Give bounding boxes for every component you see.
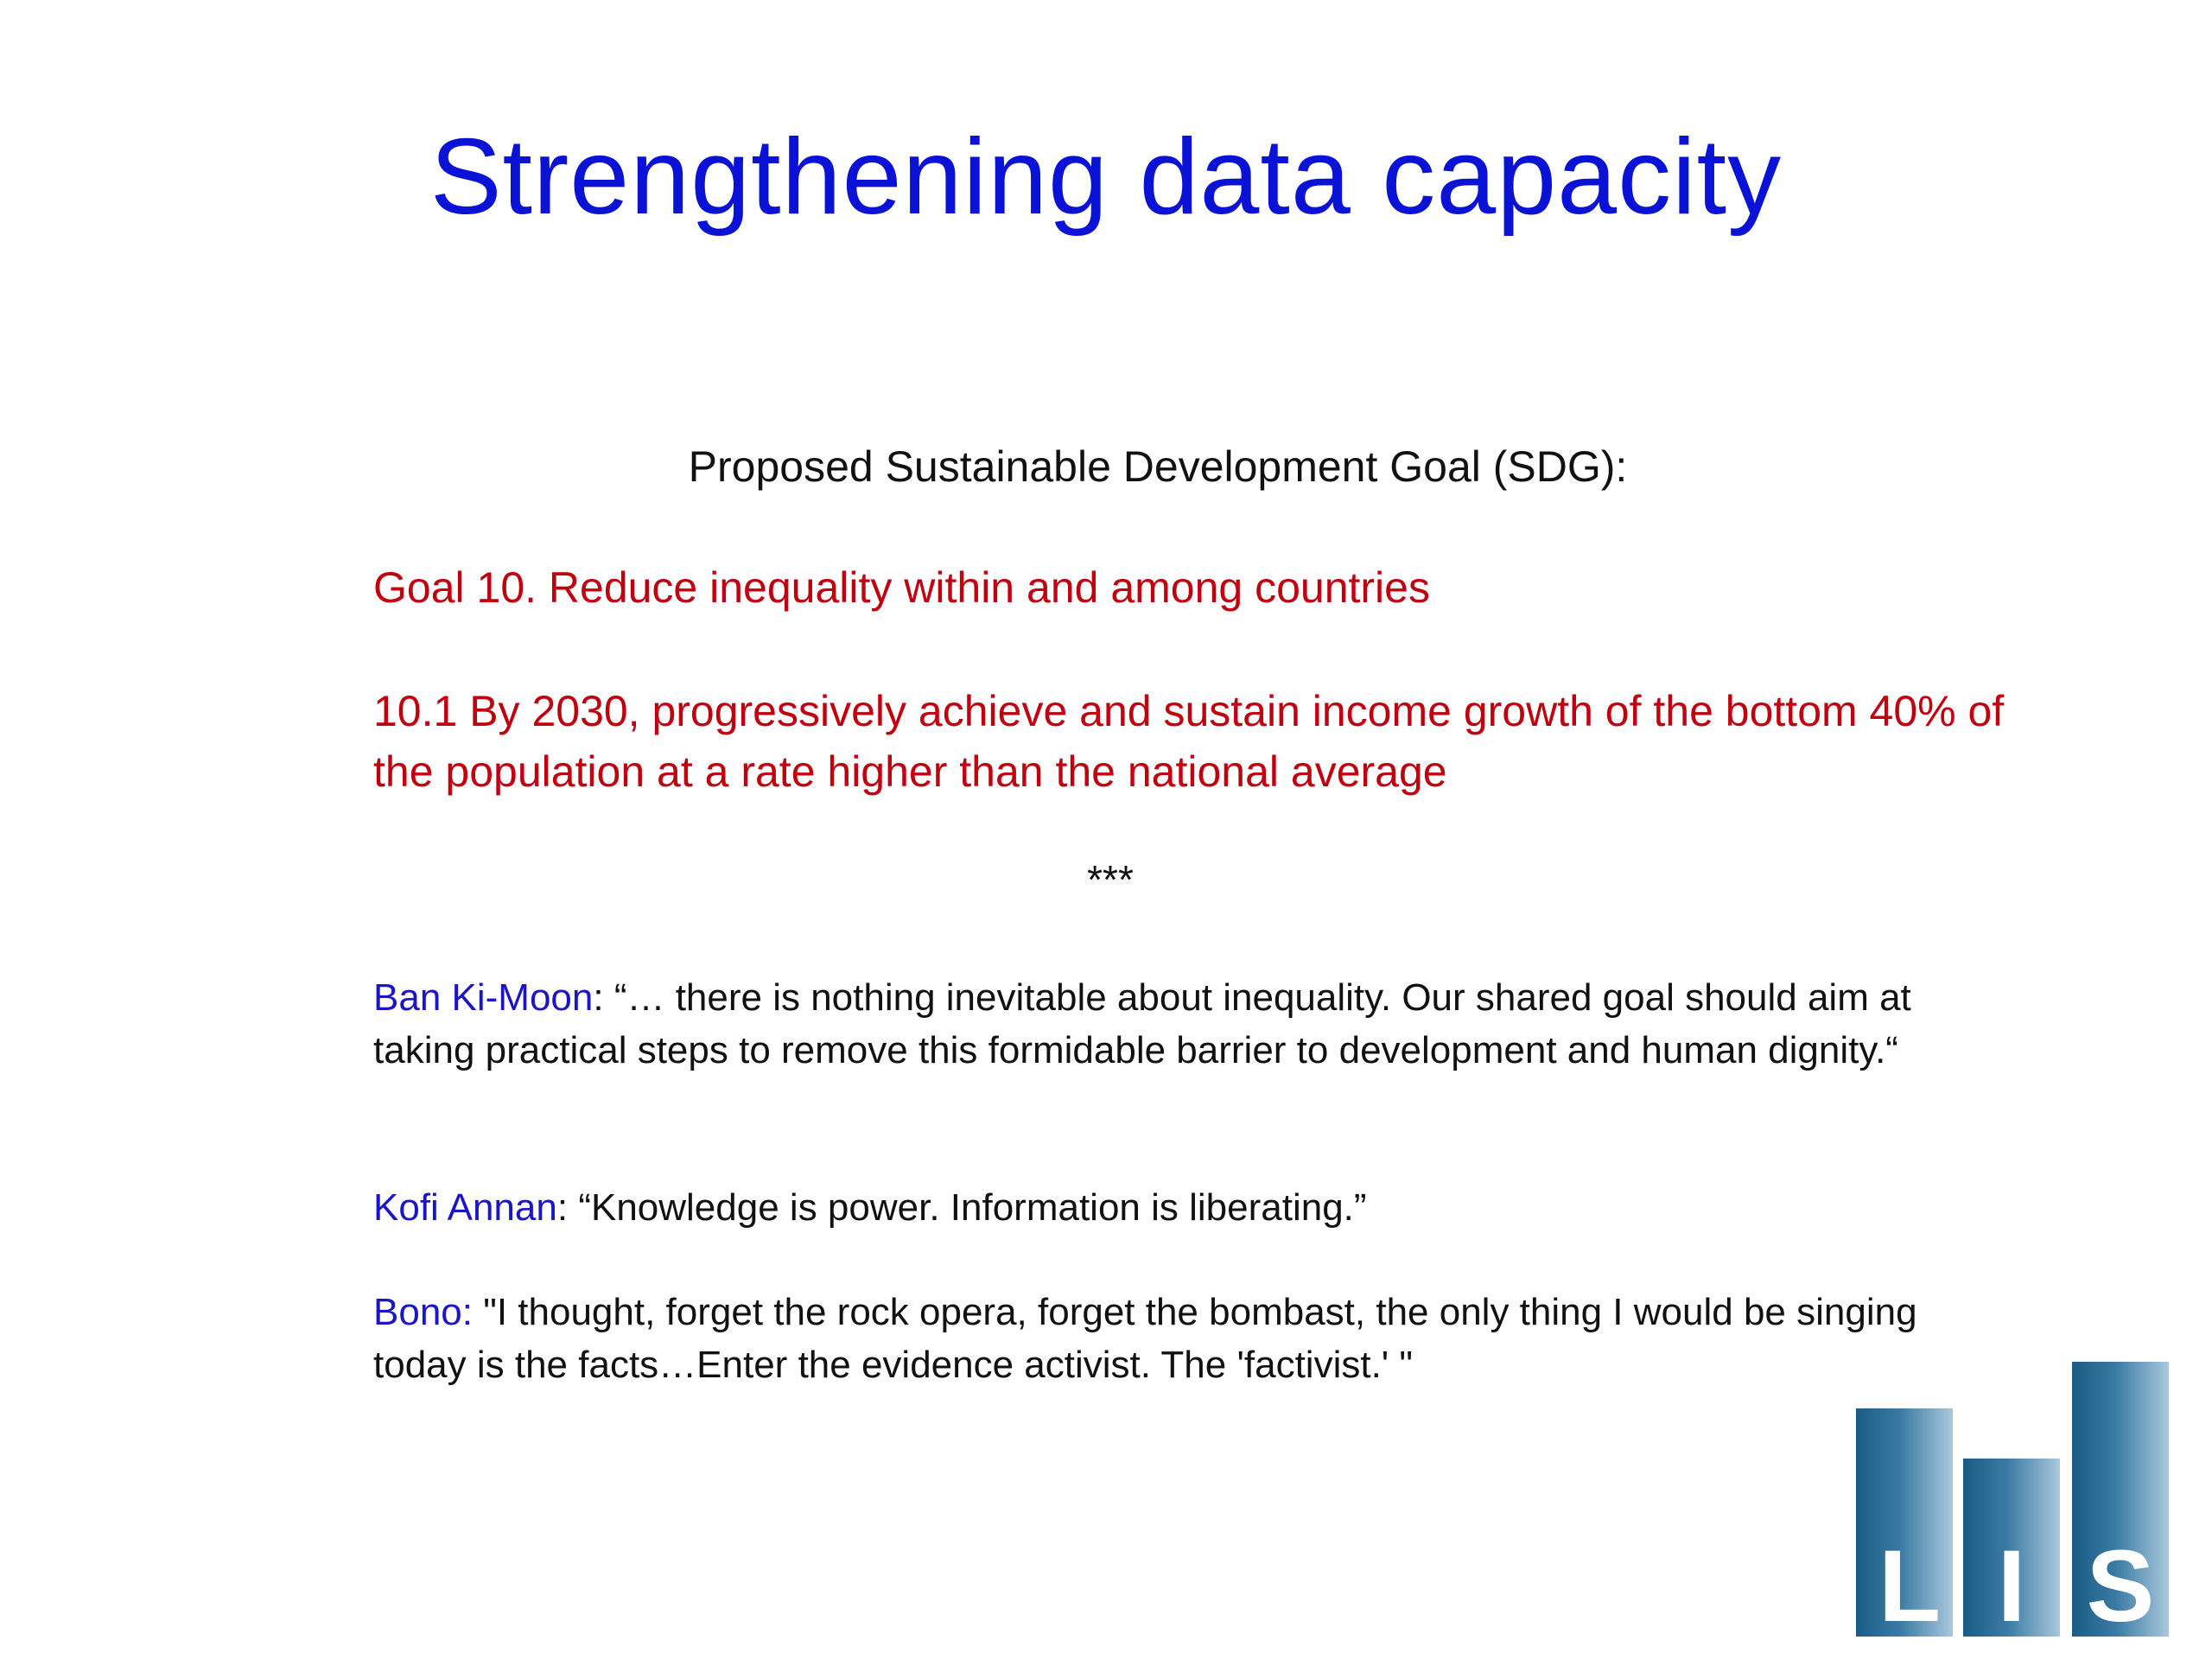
quote-speaker: Bono: [373, 1291, 473, 1333]
section-separator: *** [1087, 857, 1134, 902]
logo-letter-l: L [1878, 1529, 1941, 1637]
lis-logo: L I S [1856, 1362, 2169, 1637]
quote-speaker: Kofi Annan [373, 1186, 557, 1229]
quote-kofi-annan: Kofi Annan: “Knowledge is power. Informa… [373, 1181, 2015, 1234]
quote-ban-ki-moon: Ban Ki-Moon: “… there is nothing inevita… [373, 971, 2015, 1077]
logo-letter-s: S [2087, 1529, 2155, 1637]
quote-separator: : [556, 1186, 579, 1229]
quote-text: “… there is nothing inevitable about ine… [373, 976, 1911, 1071]
quote-separator: : [593, 976, 614, 1019]
sdg-subtitle: Proposed Sustainable Development Goal (S… [688, 442, 1628, 491]
quote-speaker: Ban Ki-Moon [373, 976, 594, 1019]
quote-text: “Knowledge is power. Information is libe… [578, 1186, 1367, 1229]
quote-bono: Bono: "I thought, forget the rock opera,… [373, 1286, 2015, 1391]
logo-letter-i: I [1998, 1529, 2026, 1637]
logo-bar-l [1856, 1408, 1953, 1637]
logo-bar-s [2072, 1362, 2169, 1637]
slide-title: Strengthening data capacity [429, 118, 1783, 237]
quote-separator [473, 1291, 483, 1333]
goal-10-text: Goal 10. Reduce inequality within and am… [373, 563, 1430, 612]
logo-bar-i [1963, 1459, 2060, 1637]
quote-text: "I thought, forget the rock opera, forge… [373, 1291, 1917, 1386]
target-10-1-text: 10.1 By 2030, progressively achieve and … [373, 687, 2005, 796]
